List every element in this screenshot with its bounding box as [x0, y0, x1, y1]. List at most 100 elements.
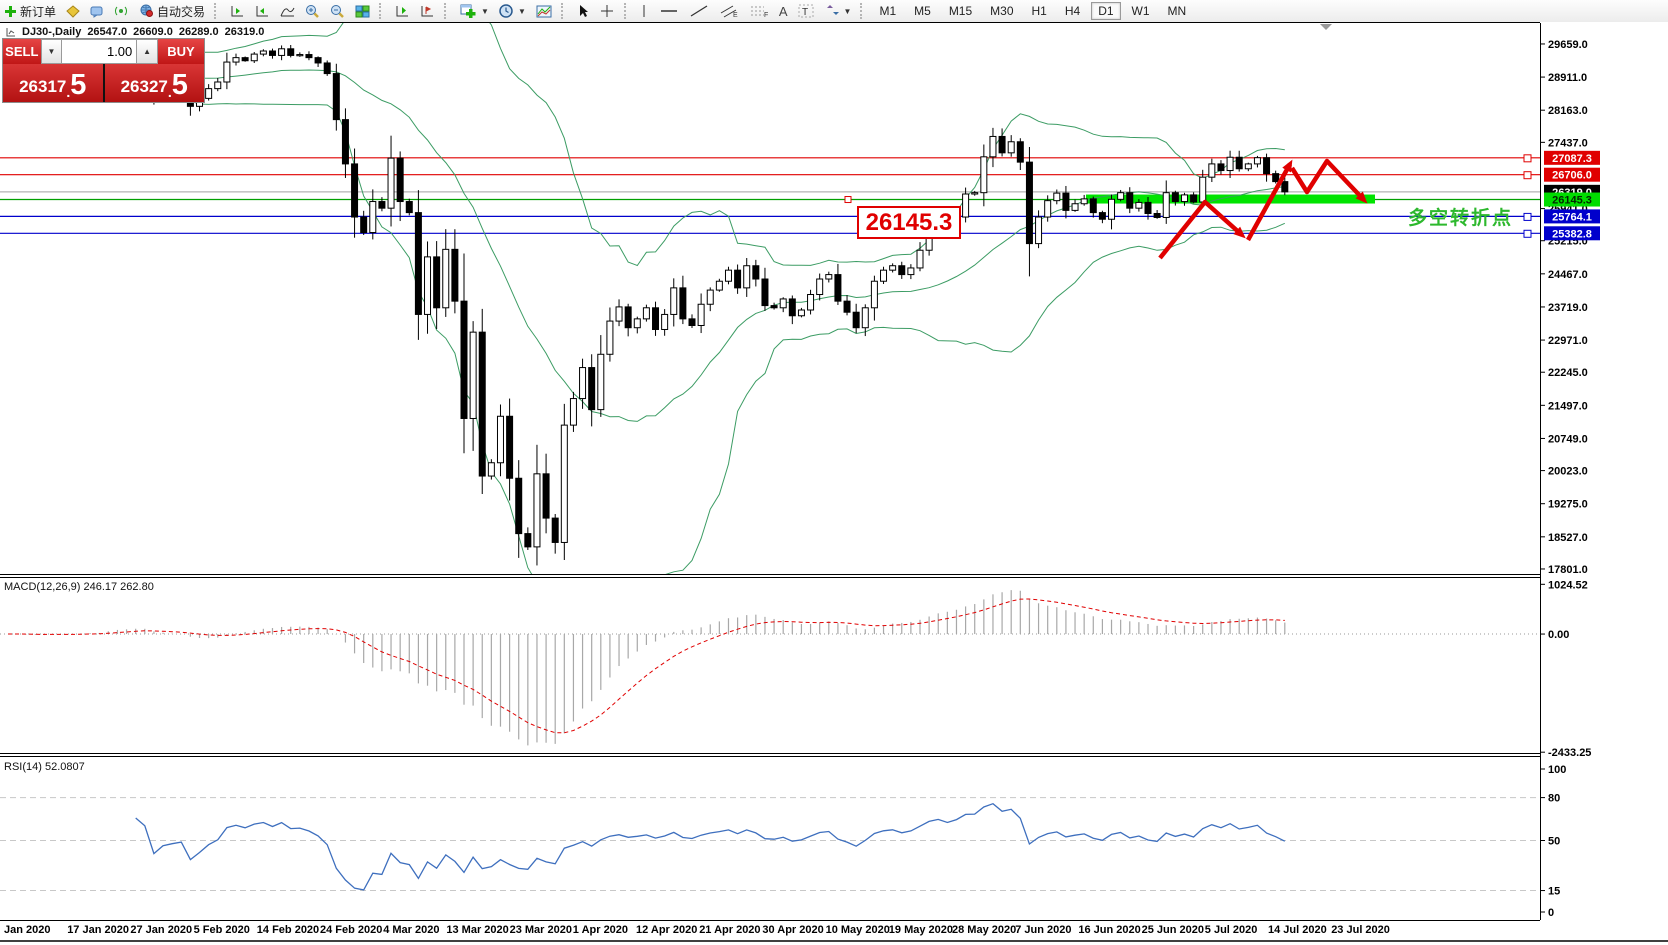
- price-axis[interactable]: 29659.028911.028163.027437.025941.025215…: [1523, 39, 1600, 919]
- level-handle[interactable]: [1523, 212, 1532, 221]
- timeframe-button-m30[interactable]: M30: [990, 4, 1014, 18]
- date-label[interactable]: 23 Jul 2020: [1331, 924, 1390, 936]
- date-label[interactable]: 7 Jun 2020: [1015, 924, 1071, 936]
- volume-decrease-button[interactable]: ▼: [40, 39, 63, 64]
- auto-scroll-button[interactable]: [251, 4, 274, 19]
- text-tool[interactable]: A: [775, 3, 792, 20]
- timeframe-button-mn[interactable]: MN: [1167, 4, 1187, 18]
- chart-mode-button[interactable]: [276, 4, 299, 19]
- tile-windows-button[interactable]: [351, 4, 374, 19]
- date-label[interactable]: 1 Apr 2020: [573, 924, 628, 936]
- support-band[interactable]: [1086, 194, 1375, 204]
- price-chart[interactable]: 29659.028911.028163.027437.025941.025215…: [0, 22, 1668, 945]
- candle-body: [560, 424, 568, 543]
- chart-shift-marker[interactable]: [1320, 24, 1332, 30]
- date-label[interactable]: Jan 2020: [4, 924, 50, 936]
- candle-body: [998, 135, 1006, 154]
- bollinger-middle: [181, 69, 1285, 422]
- candle-body: [761, 278, 769, 307]
- sell-button[interactable]: SELL: [3, 39, 41, 64]
- macd-pane[interactable]: [0, 590, 1540, 746]
- price-badge[interactable]: [1544, 150, 1600, 165]
- ohlc-high: 26609.0: [133, 26, 173, 38]
- candle-body: [652, 307, 660, 330]
- vertical-line-tool[interactable]: [636, 3, 653, 19]
- date-label[interactable]: 5 Feb 2020: [194, 924, 250, 936]
- main-pane[interactable]: [0, 22, 1540, 624]
- chart-window: 29659.028911.028163.027437.025941.025215…: [0, 22, 1668, 945]
- price-badge[interactable]: [1544, 167, 1600, 182]
- buy-price-display[interactable]: 26327. 5: [104, 64, 204, 102]
- fibonacci-tool[interactable]: F: [745, 3, 773, 19]
- date-label[interactable]: 21 Apr 2020: [699, 924, 760, 936]
- timeframe-button-d1[interactable]: D1: [1091, 2, 1121, 20]
- profile-next-button[interactable]: [391, 4, 414, 19]
- profile-prev-button[interactable]: [416, 4, 439, 19]
- level-handle[interactable]: [1523, 229, 1532, 238]
- candle-body: [1190, 194, 1198, 203]
- date-label[interactable]: 19 May 2020: [889, 924, 953, 936]
- channel-tool[interactable]: E: [715, 3, 743, 19]
- date-label[interactable]: 12 Apr 2020: [636, 924, 697, 936]
- volume-increase-button[interactable]: ▲: [136, 39, 158, 64]
- price-annotation-box[interactable]: 26145.3: [857, 206, 961, 239]
- date-label[interactable]: 16 Jun 2020: [1078, 924, 1140, 936]
- timeframe-button-h4[interactable]: H4: [1064, 4, 1081, 18]
- price-badge[interactable]: [1544, 209, 1600, 224]
- date-label[interactable]: 25 Jun 2020: [1142, 924, 1204, 936]
- zigzag-arrow[interactable]: [1290, 158, 1368, 204]
- timeframe-button-h1[interactable]: H1: [1031, 4, 1047, 18]
- date-label[interactable]: 24 Feb 2020: [320, 924, 382, 936]
- sell-price-display[interactable]: 26317. 5: [3, 64, 103, 102]
- timeframe-button-m1[interactable]: M1: [879, 4, 897, 18]
- new-order-button[interactable]: 新订单: [0, 2, 60, 21]
- zoom-out-button[interactable]: [326, 3, 349, 19]
- level-handle[interactable]: [1523, 154, 1532, 163]
- price-tick-label: 18527.0: [1548, 532, 1588, 544]
- date-label[interactable]: 5 Jul 2020: [1205, 924, 1258, 936]
- date-label[interactable]: 14 Jul 2020: [1268, 924, 1327, 936]
- templates-button[interactable]: [532, 4, 556, 19]
- text-label-tool[interactable]: T: [794, 3, 819, 19]
- volume-input[interactable]: [62, 39, 137, 64]
- rsi-pane[interactable]: [0, 797, 1540, 892]
- date-label[interactable]: 10 May 2020: [826, 924, 890, 936]
- market-watch-button[interactable]: [62, 4, 84, 19]
- candle-body: [360, 216, 368, 234]
- date-label[interactable]: 28 May 2020: [952, 924, 1016, 936]
- date-label[interactable]: 23 Mar 2020: [510, 924, 572, 936]
- periods-button[interactable]: ▼: [495, 3, 530, 19]
- date-label[interactable]: 14 Feb 2020: [257, 924, 319, 936]
- trendline-tool[interactable]: [685, 3, 713, 19]
- price-badge[interactable]: [1544, 226, 1600, 241]
- candle-body: [1272, 173, 1280, 183]
- date-label[interactable]: 27 Jan 2020: [130, 924, 192, 936]
- cursor-tool[interactable]: [573, 3, 594, 19]
- auto-trading-button[interactable]: 自动交易: [135, 2, 209, 21]
- buy-price-frac: 5: [171, 69, 188, 101]
- candle-body: [369, 201, 377, 234]
- chat-button[interactable]: [86, 4, 108, 19]
- level-handle[interactable]: [1523, 171, 1532, 180]
- zigzag-arrow[interactable]: [1246, 159, 1293, 242]
- shapes-tool[interactable]: ▼: [821, 3, 856, 19]
- indicators-button[interactable]: ▼: [456, 3, 493, 19]
- horizontal-line-tool[interactable]: [655, 3, 683, 19]
- price-badge[interactable]: [1544, 192, 1600, 207]
- zoom-in-button[interactable]: [301, 3, 324, 19]
- timeframe-button-w1[interactable]: W1: [1131, 4, 1150, 18]
- zigzag-arrow[interactable]: [1158, 199, 1246, 260]
- signal-button[interactable]: [110, 4, 133, 19]
- timeframe-button-m5[interactable]: M5: [914, 4, 931, 18]
- date-label[interactable]: 4 Mar 2020: [383, 924, 439, 936]
- toolbar-separator: [560, 3, 568, 19]
- crosshair-tool[interactable]: [596, 3, 619, 19]
- date-label[interactable]: 30 Apr 2020: [762, 924, 823, 936]
- candle-body: [633, 318, 641, 329]
- timeframe-button-m15[interactable]: M15: [948, 4, 973, 18]
- chart-shift-button[interactable]: [226, 4, 249, 19]
- date-label[interactable]: 17 Jan 2020: [67, 924, 129, 936]
- date-label[interactable]: 13 Mar 2020: [446, 924, 508, 936]
- buy-button[interactable]: BUY: [158, 39, 204, 64]
